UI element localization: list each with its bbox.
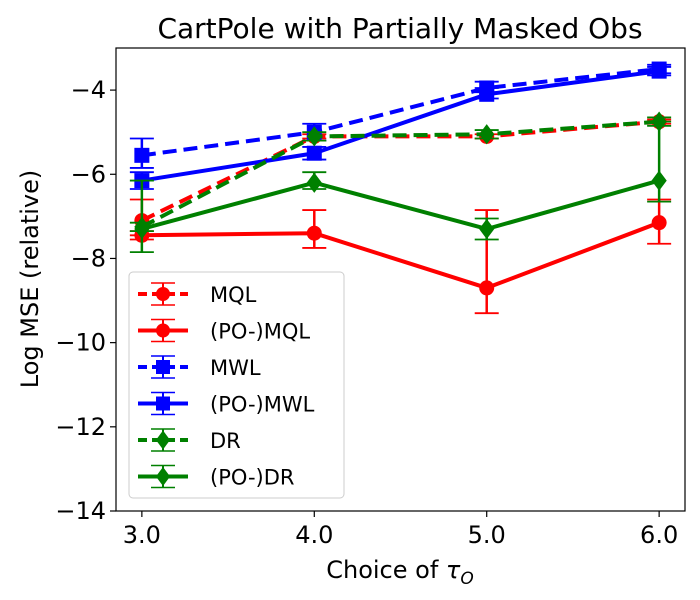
y-axis-label: Log MSE (relative) [16, 170, 44, 388]
x-axis-label: Choice of τO [326, 556, 474, 589]
legend-entry: (PO-)MWL [138, 391, 315, 417]
x-axis-label-symbol: τ [446, 556, 461, 584]
data-point [306, 126, 322, 147]
series-line [141, 67, 660, 158]
y-tick-label: −4 [71, 76, 106, 104]
axes-frame [115, 47, 686, 512]
data-point [479, 86, 495, 102]
series-mwl [129, 61, 672, 169]
x-tick-label: 6.0 [640, 521, 678, 549]
y-tick-label: −12 [55, 413, 106, 441]
series-line [141, 220, 660, 290]
y-tick-label: −6 [71, 160, 106, 188]
data-point [479, 218, 495, 240]
legend-label: (PO-)MQL [210, 320, 310, 344]
series-line [141, 69, 660, 183]
legend-label: DR [210, 429, 241, 453]
x-axis-label-text: Choice of [326, 556, 446, 584]
y-tick-label: −8 [71, 244, 106, 272]
y-tick-label: −14 [55, 497, 106, 525]
x-axis-label-subscript: O [460, 569, 473, 589]
plot-area [129, 61, 672, 315]
series-dr [129, 111, 672, 238]
legend-marker [155, 430, 171, 450]
legend-marker [156, 323, 170, 338]
series-line [141, 178, 660, 231]
x-tick-label: 3.0 [123, 521, 161, 549]
legend: MQL (PO-)MQL MWL (PO-)MWL DR (PO-)DR [128, 271, 345, 499]
data-point [479, 280, 495, 296]
data-point [651, 63, 667, 79]
legend-entry: MWL [138, 355, 261, 380]
data-point [479, 124, 495, 145]
data-point [134, 218, 150, 240]
legend-label: (PO-)DR [210, 466, 295, 490]
legend-label: MWL [210, 356, 261, 380]
data-point [134, 147, 150, 163]
data-point [651, 215, 667, 231]
legend-marker [156, 396, 170, 411]
series-po-dr [129, 120, 672, 254]
data-point [306, 225, 322, 241]
legend-marker [156, 287, 170, 301]
legend-entry: (PO-)DR [138, 464, 295, 490]
legend-entry: MQL [138, 282, 257, 307]
data-point [306, 145, 322, 161]
axis-ticks: 3.0 4.0 5.0 6.0 −4 −6 −8 −10 −12 −14 [55, 76, 678, 549]
legend-label: MQL [210, 283, 257, 307]
series-mql [129, 114, 672, 237]
legend-entry: (PO-)MQL [138, 318, 310, 344]
legend-marker [156, 360, 170, 374]
chart-title: CartPole with Partially Masked Obs [157, 12, 642, 45]
x-tick-label: 5.0 [468, 521, 506, 549]
legend-marker [155, 467, 171, 486]
y-tick-label: −10 [55, 329, 106, 357]
data-point [651, 170, 667, 191]
legend-label: (PO-)MWL [210, 393, 315, 417]
series-line [140, 119, 660, 229]
x-tick-label: 4.0 [295, 521, 333, 549]
data-point [306, 172, 322, 193]
legend-entry: DR [138, 428, 241, 453]
